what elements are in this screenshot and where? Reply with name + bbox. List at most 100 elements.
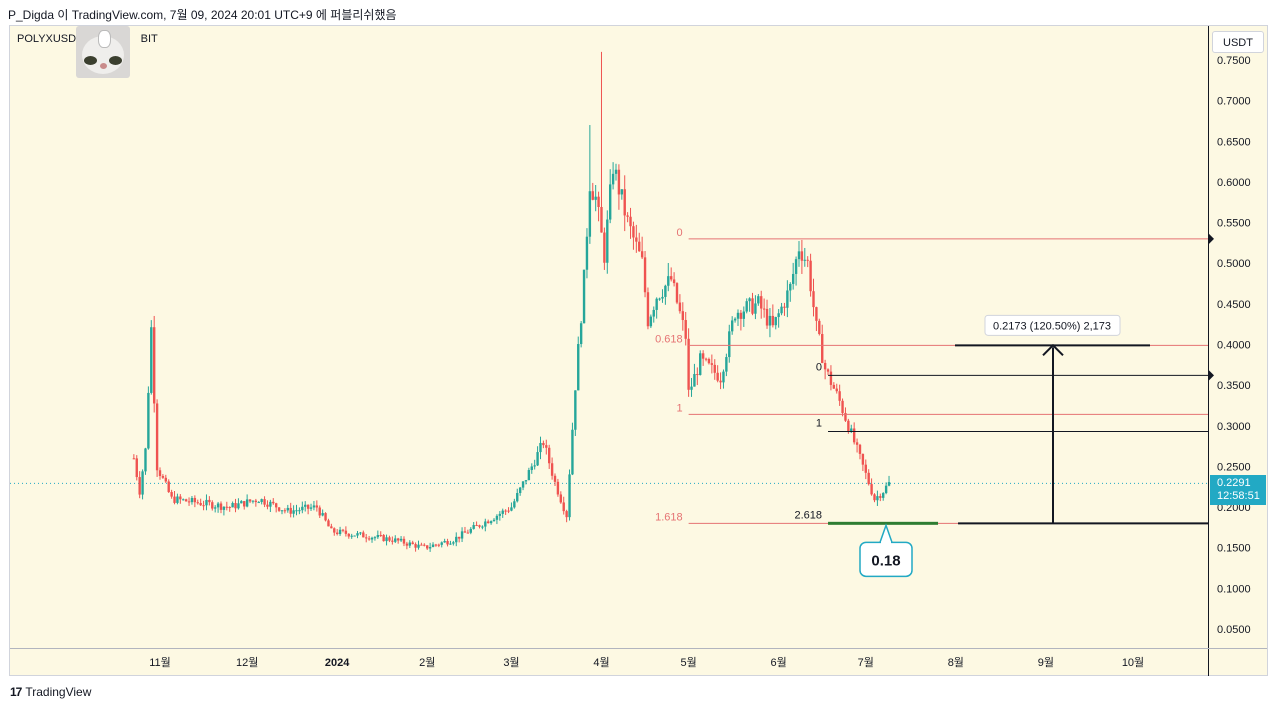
candle-body xyxy=(574,390,577,430)
y-tick-label: 0.6000 xyxy=(1217,177,1251,189)
candle-body xyxy=(434,544,438,546)
candle-body xyxy=(530,466,533,471)
candle-body xyxy=(693,374,696,387)
x-tick-label: 2024 xyxy=(325,657,350,669)
candle-body xyxy=(362,532,365,538)
candle-body xyxy=(852,428,856,443)
candle-body xyxy=(455,536,458,543)
candle-body xyxy=(672,279,676,284)
candle-body xyxy=(187,501,191,503)
candle-body xyxy=(568,474,571,518)
candle-body xyxy=(507,510,510,512)
candle-body xyxy=(829,371,833,385)
candle-body xyxy=(518,487,522,494)
candle-body xyxy=(585,236,589,270)
candle-body xyxy=(394,538,397,542)
candle-body xyxy=(667,276,670,286)
candle-body xyxy=(649,316,653,327)
candle-body xyxy=(498,513,502,516)
candle-body xyxy=(635,237,638,242)
candle-body xyxy=(399,538,403,541)
x-tick-label: 9월 xyxy=(1038,656,1054,669)
candle-body xyxy=(821,334,824,363)
candle-body xyxy=(411,542,414,545)
candle-body xyxy=(370,537,374,540)
candle-body xyxy=(696,374,699,376)
candle-body xyxy=(516,493,519,502)
candle-body xyxy=(428,547,432,549)
candle-body xyxy=(864,464,867,473)
candle-body xyxy=(751,298,754,314)
currency-button[interactable]: USDT xyxy=(1212,31,1264,53)
candle-body xyxy=(193,497,197,503)
candle-body xyxy=(664,285,667,297)
candle-body xyxy=(762,308,766,310)
candle-body xyxy=(315,505,319,508)
candle-body xyxy=(690,386,693,390)
candle-body xyxy=(527,470,531,481)
candle-body xyxy=(879,496,882,498)
price-scale-marker-icon xyxy=(1209,370,1214,381)
candle-body xyxy=(298,510,301,512)
candle-body xyxy=(629,216,632,227)
tradingview-logo[interactable]: 17 TradingView xyxy=(10,685,91,699)
candle-body xyxy=(222,506,226,510)
candle-body xyxy=(338,529,342,535)
candle-body xyxy=(489,521,493,524)
candle-body xyxy=(173,496,176,503)
candle-body xyxy=(216,503,220,508)
candle-body xyxy=(882,493,885,498)
candle-body xyxy=(652,309,655,317)
candle-body xyxy=(614,169,618,174)
symbol-label[interactable]: POLYXUSDT, BIT xyxy=(17,33,158,45)
candle-body xyxy=(420,544,423,546)
candle-body xyxy=(812,291,815,308)
candle-body xyxy=(272,501,275,504)
candle-body xyxy=(382,535,385,542)
current-price-badge: 0.2291 12:58:51 xyxy=(1210,475,1266,505)
candle-body xyxy=(777,313,780,318)
candle-body xyxy=(144,448,147,472)
candle-body xyxy=(823,362,827,370)
candle-body xyxy=(786,290,789,308)
candle-body xyxy=(559,494,563,503)
candle-body xyxy=(562,502,565,512)
candle-body xyxy=(306,504,310,509)
candle-body xyxy=(797,251,801,260)
candle-body xyxy=(768,315,772,326)
candle-body xyxy=(588,191,592,237)
candle-body xyxy=(481,526,484,528)
candle-body xyxy=(582,269,586,324)
candle-body xyxy=(858,444,862,454)
measure-label: 0.2173 (120.50%) 2,173 xyxy=(993,320,1111,332)
candle-body xyxy=(728,331,731,358)
candle-body xyxy=(678,302,682,312)
candle-body xyxy=(190,497,194,503)
y-tick-label: 0.1500 xyxy=(1217,543,1251,555)
x-tick-label: 2월 xyxy=(419,656,435,669)
symbol-name: POLYXUSDT, xyxy=(17,33,85,45)
candle-body xyxy=(135,458,138,478)
candle-body xyxy=(388,537,391,541)
candle-body xyxy=(301,506,304,511)
candle-body xyxy=(571,429,574,475)
candle-body xyxy=(359,532,362,534)
candle-body xyxy=(251,500,255,502)
candle-body xyxy=(704,358,708,360)
candle-body xyxy=(594,196,597,200)
y-tick-label: 0.7500 xyxy=(1217,55,1251,67)
candle-body xyxy=(783,306,786,308)
candle-body xyxy=(542,442,545,446)
candle-body xyxy=(780,306,783,314)
y-tick-label: 0.1000 xyxy=(1217,583,1251,595)
candle-body xyxy=(603,232,606,263)
x-tick-label: 10월 xyxy=(1122,656,1144,669)
candle-body xyxy=(475,525,478,527)
candle-body xyxy=(365,537,368,539)
candle-body xyxy=(205,499,208,506)
candle-body xyxy=(231,503,234,508)
candle-body xyxy=(539,442,542,453)
candle-body xyxy=(182,499,185,501)
candle-body xyxy=(550,463,554,476)
